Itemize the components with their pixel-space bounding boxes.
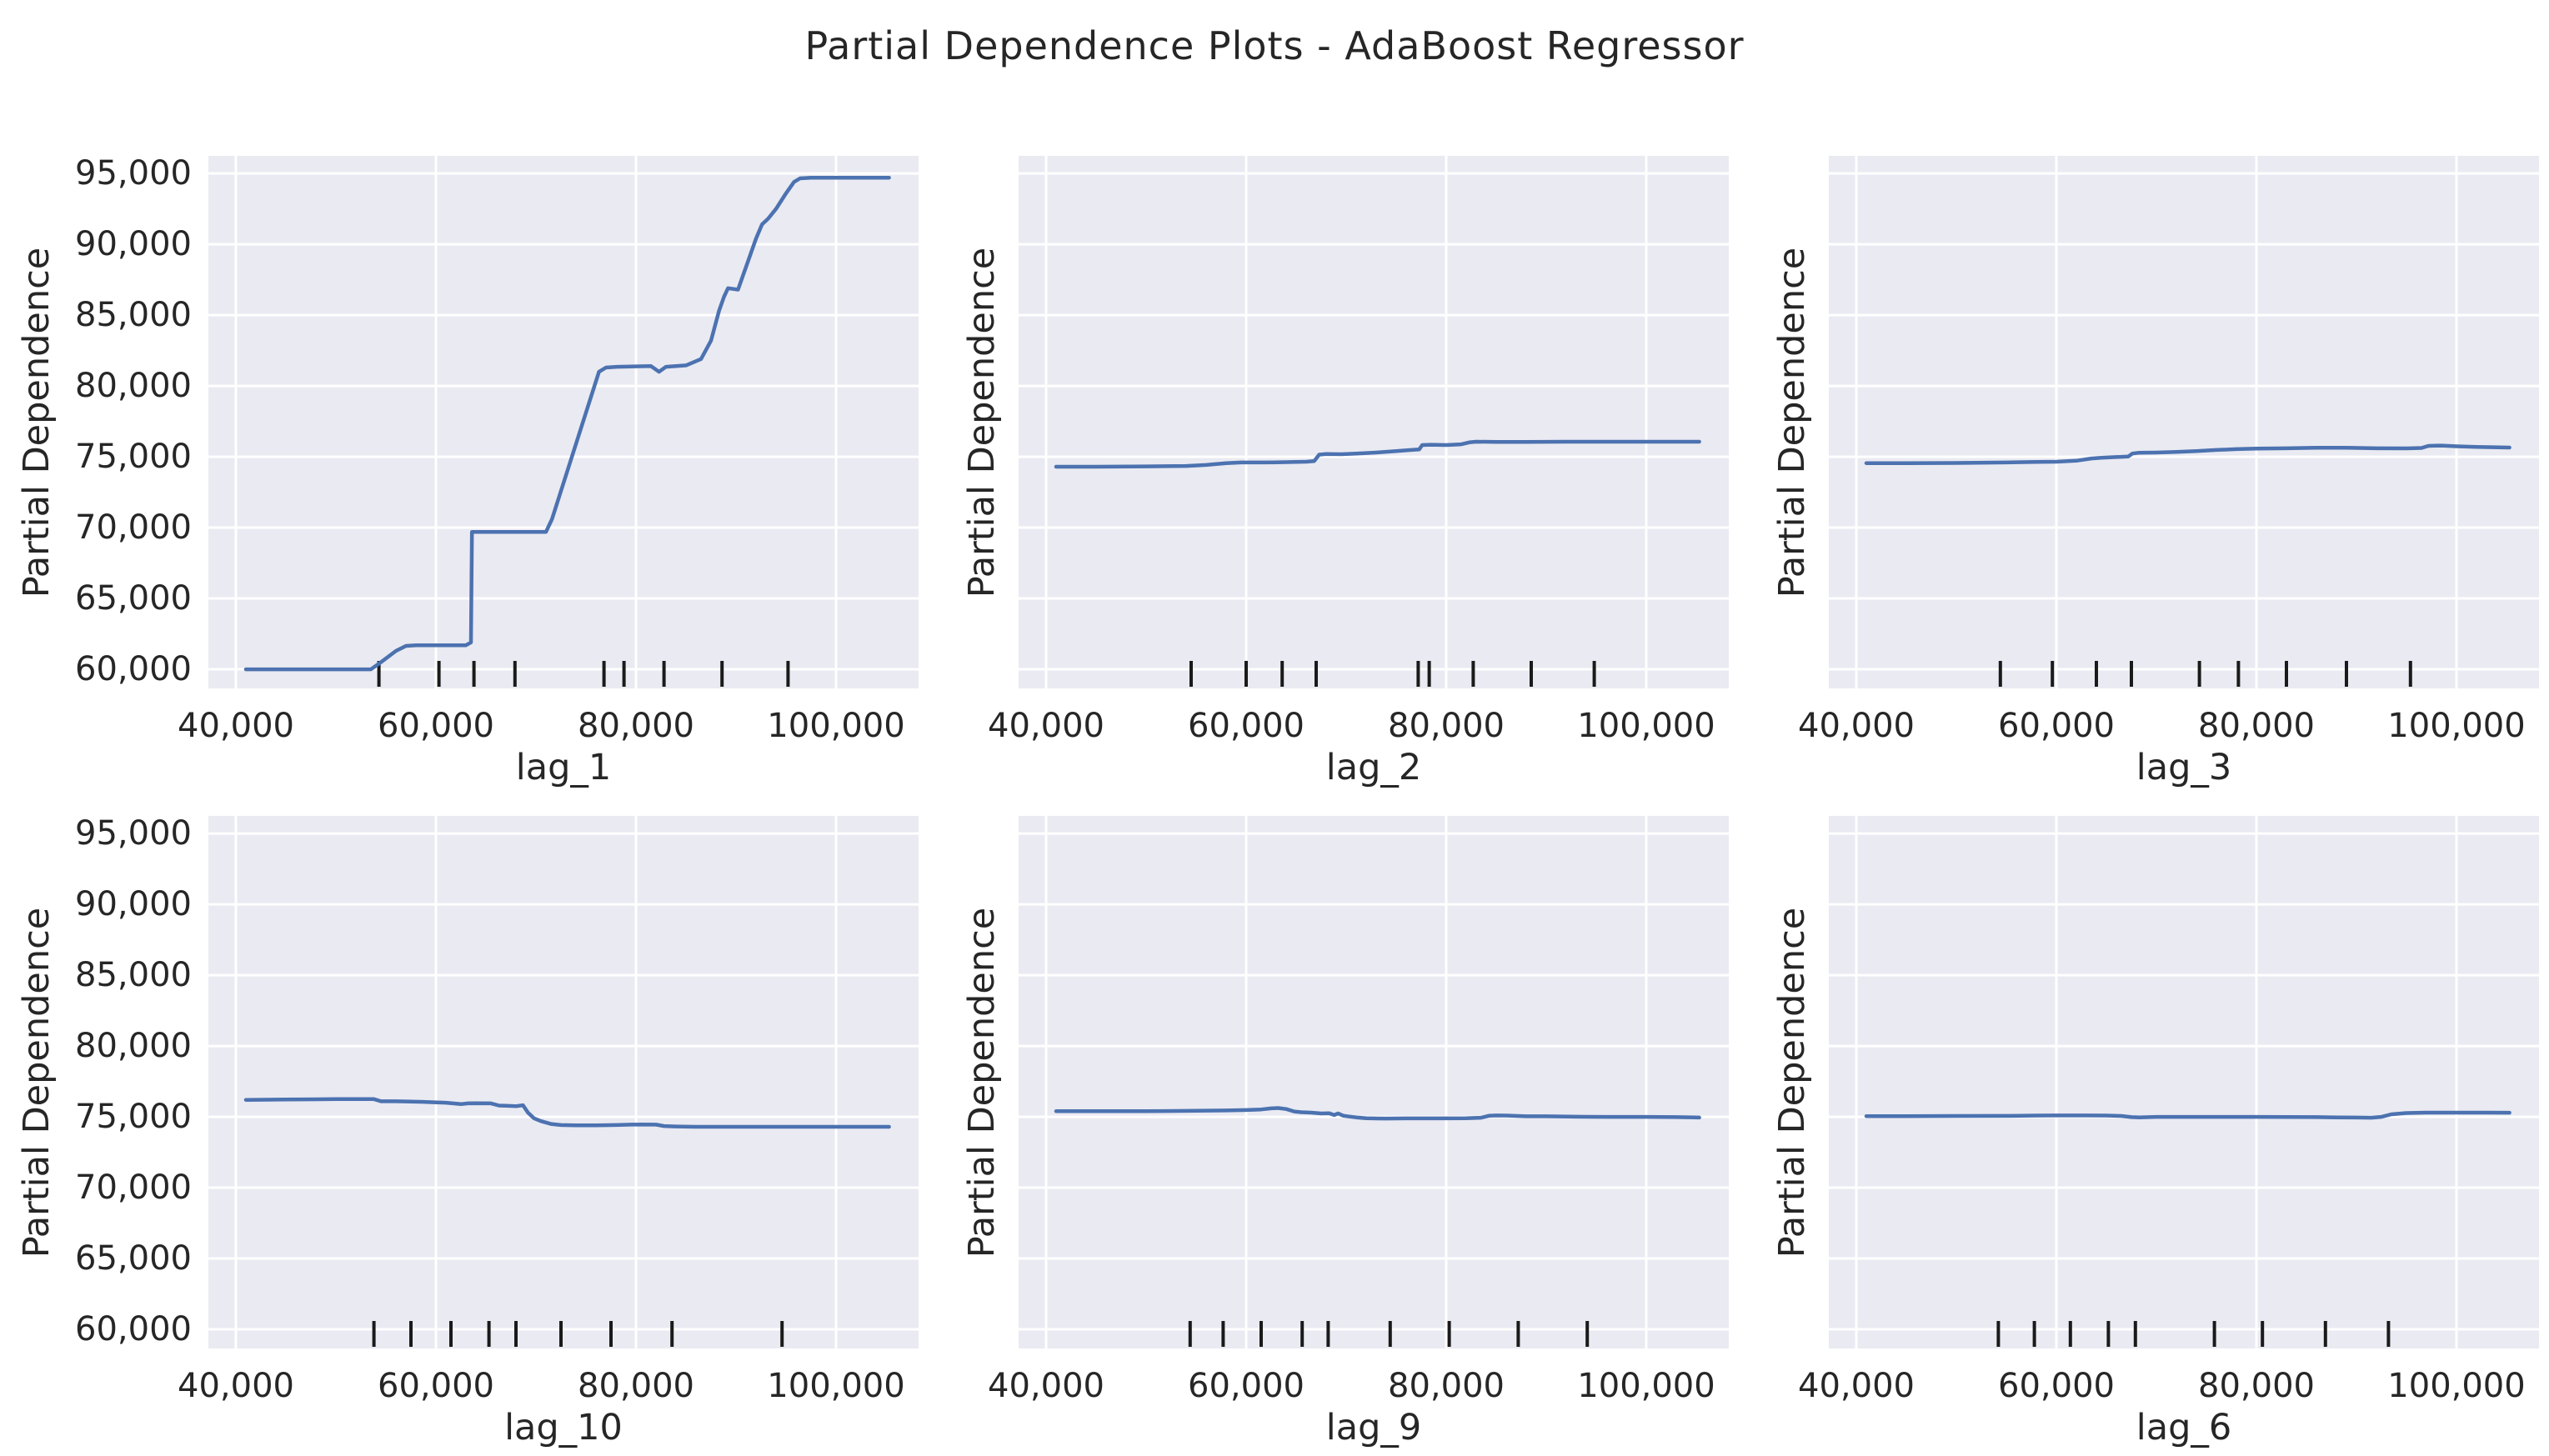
x-tick-label: 60,000 [1188,707,1305,745]
y-tick-label: 85,000 [75,296,192,335]
x-tick-label: 60,000 [378,1367,494,1405]
y-tick-label: 65,000 [75,1239,192,1278]
x-tick-label: 40,000 [178,707,294,745]
x-tick-label: 40,000 [1798,707,1915,745]
x-tick-label: 80,000 [2198,1367,2315,1405]
y-tick-label: 95,000 [75,814,192,853]
x-tick-label: 100,000 [767,707,905,745]
y-tick-label: 80,000 [75,1027,192,1066]
x-tick-label: 60,000 [378,707,494,745]
x-tick-label: 100,000 [1577,707,1715,745]
pdp-line-lag_6 [1864,1110,2511,1120]
x-tick-label: 60,000 [1998,707,2115,745]
x-tick-label: 100,000 [1577,1367,1715,1405]
x-tick-label: 40,000 [178,1367,294,1405]
x-tick-label: 40,000 [988,707,1104,745]
plot-canvas-lag_10 [208,816,919,1348]
pdp-line-lag_1 [243,175,891,672]
y-tick-label: 70,000 [75,1168,192,1208]
y-axis-label: Partial Dependence [961,247,1003,598]
pdp-line-lag_2 [1054,439,1701,469]
y-tick-label: 60,000 [75,1310,192,1349]
y-tick-label: 75,000 [75,438,192,477]
pdp-line-lag_10 [243,1097,891,1129]
y-tick-label: 60,000 [75,650,192,689]
x-tick-label: 100,000 [2387,1367,2526,1405]
x-axis-label-lag_10: lag_10 [504,1407,623,1448]
x-axis-label-lag_9: lag_9 [1325,1407,1422,1448]
plot-canvas-lag_2 [1019,156,1729,688]
y-tick-label: 70,000 [75,508,192,548]
y-axis-label: Partial Dependence [16,907,58,1258]
plot-canvas-lag_1 [208,156,919,688]
x-axis-label-lag_6: lag_6 [2136,1407,2232,1448]
plot-canvas-lag_6 [1829,816,2539,1348]
x-tick-label: 80,000 [578,707,694,745]
y-axis-label: Partial Dependence [16,247,58,598]
pdp-line-lag_9 [1054,1106,1701,1121]
y-axis-label: Partial Dependence [1771,907,1813,1258]
x-tick-label: 40,000 [1798,1367,1915,1405]
x-axis-label-lag_1: lag_1 [515,747,612,788]
y-tick-label: 65,000 [75,579,192,618]
x-axis-label-lag_2: lag_2 [1325,747,1422,788]
y-tick-label: 75,000 [75,1098,192,1137]
x-tick-label: 100,000 [2387,707,2526,745]
x-tick-label: 80,000 [578,1367,694,1405]
pdp-line-lag_3 [1864,443,2511,465]
y-tick-label: 80,000 [75,367,192,406]
x-tick-label: 80,000 [1388,1367,1505,1405]
plot-canvas-lag_9 [1019,816,1729,1348]
y-tick-label: 85,000 [75,956,192,995]
x-tick-label: 60,000 [1998,1367,2115,1405]
y-axis-label: Partial Dependence [1771,247,1813,598]
y-tick-label: 95,000 [75,154,192,193]
x-axis-label-lag_3: lag_3 [2136,747,2232,788]
y-axis-label: Partial Dependence [961,907,1003,1258]
x-tick-label: 80,000 [1388,707,1505,745]
figure-title: Partial Dependence Plots - AdaBoost Regr… [804,23,1745,68]
y-tick-label: 90,000 [75,225,192,264]
x-tick-label: 60,000 [1188,1367,1305,1405]
y-tick-label: 90,000 [75,885,192,924]
plot-canvas-lag_3 [1829,156,2539,688]
x-tick-label: 100,000 [767,1367,905,1405]
x-tick-label: 80,000 [2198,707,2315,745]
x-tick-label: 40,000 [988,1367,1104,1405]
